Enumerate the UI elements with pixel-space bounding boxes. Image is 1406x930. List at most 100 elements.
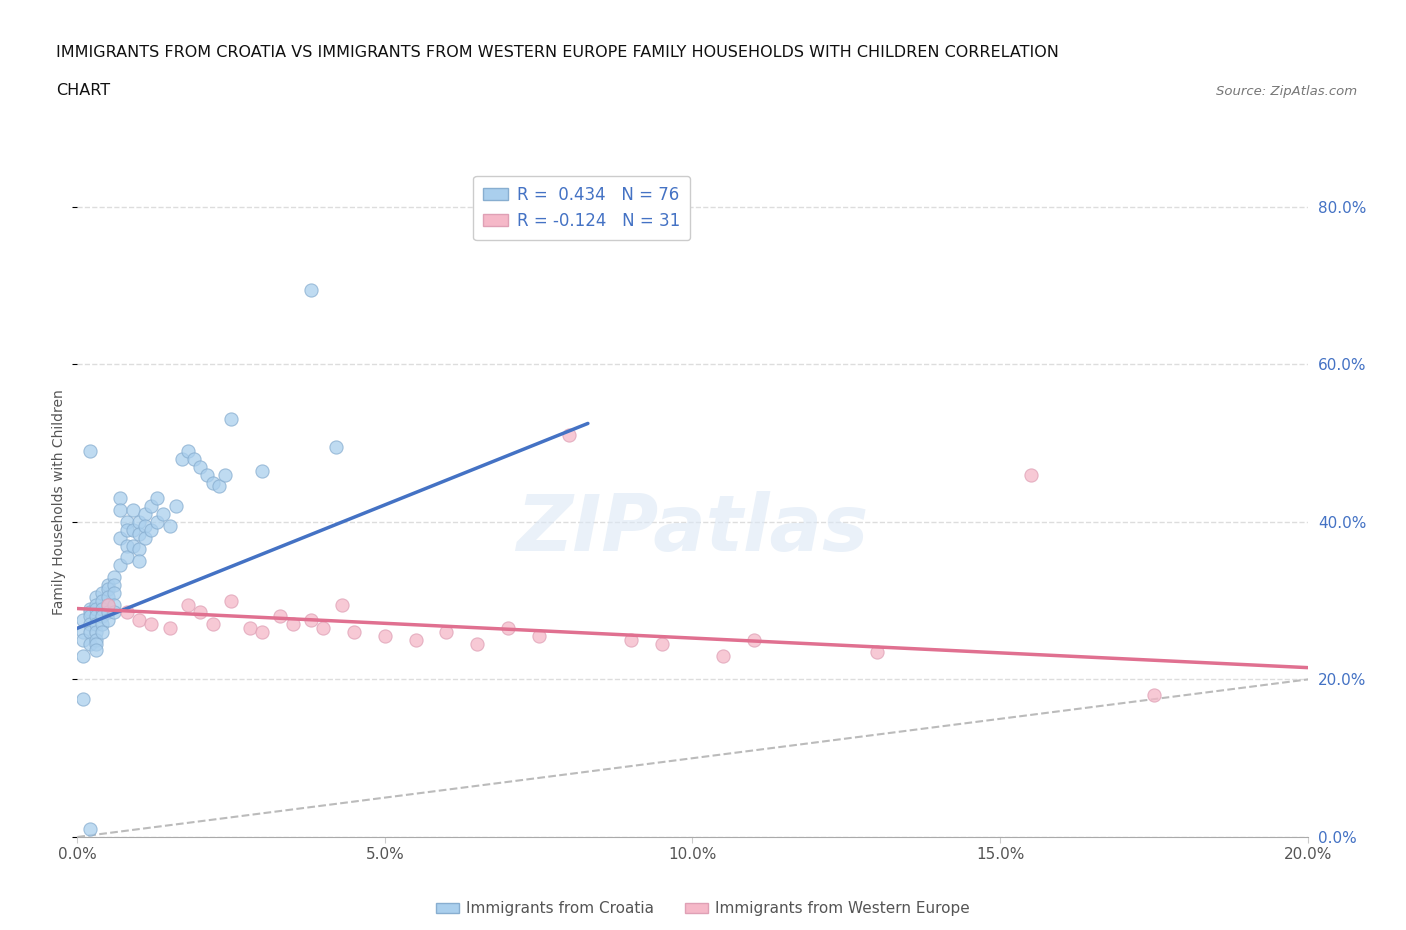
Point — [90, 609, 114, 624]
Point — [201, 475, 224, 490]
Point — [214, 467, 236, 482]
Point — [496, 621, 519, 636]
Point — [103, 585, 125, 600]
Point — [866, 644, 889, 659]
Point — [121, 538, 143, 553]
Point — [134, 507, 156, 522]
Point — [128, 554, 150, 569]
Point — [141, 498, 163, 513]
Point — [103, 597, 125, 612]
Legend: R =  0.434   N = 76, R = -0.124   N = 31: R = 0.434 N = 76, R = -0.124 N = 31 — [474, 176, 690, 240]
Point — [84, 601, 107, 616]
Point — [84, 636, 107, 651]
Point — [465, 636, 488, 651]
Text: Source: ZipAtlas.com: Source: ZipAtlas.com — [1216, 85, 1357, 98]
Point — [201, 617, 224, 631]
Point — [299, 613, 322, 628]
Point — [405, 632, 427, 647]
Point — [269, 609, 291, 624]
Point — [72, 692, 94, 707]
Point — [128, 526, 150, 541]
Point — [177, 444, 200, 458]
Point — [115, 550, 138, 565]
Point — [79, 605, 101, 620]
Point — [79, 601, 101, 616]
Point — [121, 523, 143, 538]
Point — [97, 605, 120, 620]
Point — [97, 613, 120, 628]
Point — [72, 632, 94, 647]
Text: ZIPatlas: ZIPatlas — [516, 491, 869, 567]
Point — [115, 514, 138, 529]
Point — [84, 625, 107, 640]
Point — [620, 632, 643, 647]
Point — [79, 444, 101, 458]
Point — [159, 518, 181, 533]
Point — [374, 629, 396, 644]
Point — [134, 530, 156, 545]
Point — [110, 530, 132, 545]
Point — [97, 581, 120, 596]
Point — [121, 502, 143, 517]
Point — [97, 597, 120, 612]
Point — [208, 479, 231, 494]
Point — [1143, 688, 1166, 703]
Point — [281, 617, 304, 631]
Point — [79, 636, 101, 651]
Point — [72, 625, 94, 640]
Point — [325, 440, 347, 455]
Point — [110, 502, 132, 517]
Point — [219, 593, 242, 608]
Point — [97, 578, 120, 592]
Point — [72, 613, 94, 628]
Point — [343, 625, 366, 640]
Point — [711, 648, 734, 663]
Point — [1019, 467, 1042, 482]
Point — [72, 648, 94, 663]
Point — [79, 822, 101, 837]
Point — [742, 632, 765, 647]
Point — [146, 491, 169, 506]
Point — [195, 467, 218, 482]
Point — [159, 621, 181, 636]
Point — [134, 518, 156, 533]
Point — [84, 617, 107, 631]
Point — [183, 451, 205, 466]
Point — [299, 282, 322, 297]
Point — [115, 538, 138, 553]
Point — [84, 590, 107, 604]
Point — [219, 412, 242, 427]
Point — [239, 621, 262, 636]
Point — [97, 597, 120, 612]
Point — [90, 625, 114, 640]
Point — [115, 605, 138, 620]
Point — [128, 613, 150, 628]
Point — [128, 514, 150, 529]
Point — [152, 507, 174, 522]
Point — [165, 498, 187, 513]
Point — [141, 523, 163, 538]
Point — [146, 514, 169, 529]
Point — [170, 451, 193, 466]
Point — [250, 625, 273, 640]
Point — [84, 597, 107, 612]
Point — [250, 463, 273, 478]
Point — [330, 597, 353, 612]
Point — [79, 625, 101, 640]
Text: IMMIGRANTS FROM CROATIA VS IMMIGRANTS FROM WESTERN EUROPE FAMILY HOUSEHOLDS WITH: IMMIGRANTS FROM CROATIA VS IMMIGRANTS FR… — [56, 46, 1059, 60]
Point — [115, 523, 138, 538]
Point — [141, 617, 163, 631]
Point — [110, 558, 132, 573]
Point — [188, 605, 212, 620]
Y-axis label: Family Households with Children: Family Households with Children — [52, 390, 66, 615]
Point — [436, 625, 458, 640]
Point — [103, 569, 125, 584]
Point — [651, 636, 673, 651]
Point — [90, 585, 114, 600]
Point — [90, 601, 114, 616]
Point — [97, 590, 120, 604]
Point — [188, 459, 212, 474]
Point — [79, 617, 101, 631]
Point — [90, 593, 114, 608]
Point — [128, 542, 150, 557]
